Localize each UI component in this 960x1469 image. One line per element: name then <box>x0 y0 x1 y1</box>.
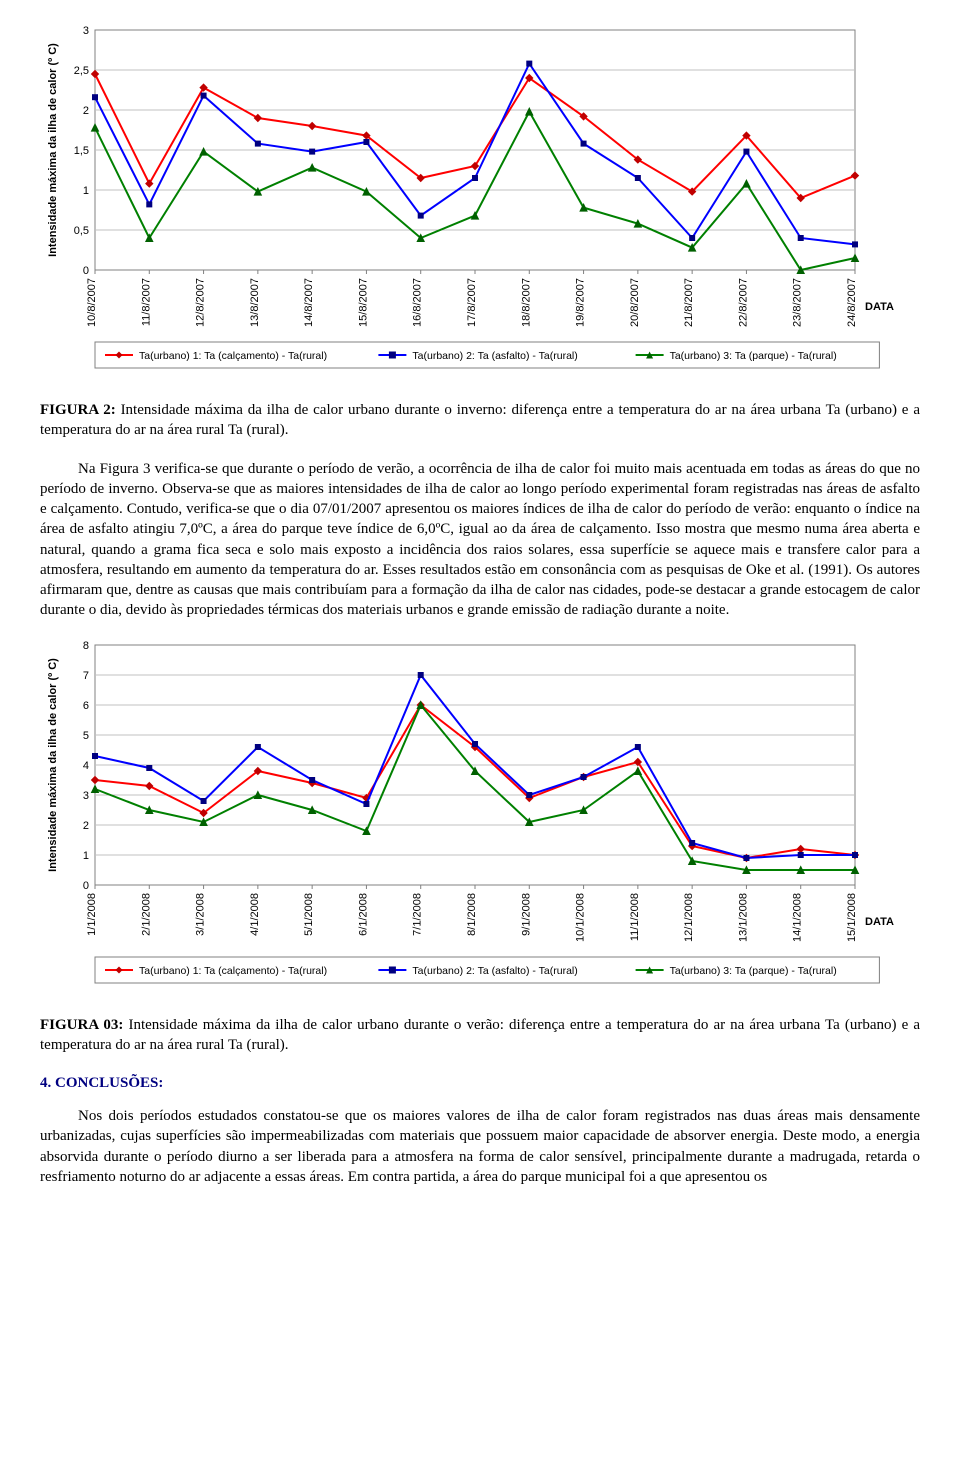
svg-text:11/1/2008: 11/1/2008 <box>629 893 641 941</box>
svg-text:DATA: DATA <box>865 301 894 313</box>
svg-text:Ta(urbano) 1: Ta (calçamento): Ta(urbano) 1: Ta (calçamento) - Ta(rural… <box>139 350 327 362</box>
svg-text:Intensidade máxima da ilha de: Intensidade máxima da ilha de calor (º C… <box>47 43 59 257</box>
svg-text:3/1/2008: 3/1/2008 <box>195 893 207 936</box>
svg-text:7: 7 <box>83 670 89 682</box>
svg-text:16/8/2007: 16/8/2007 <box>412 278 424 327</box>
svg-text:4: 4 <box>83 760 89 772</box>
paragraph-1: Na Figura 3 verifica-se que durante o pe… <box>40 459 920 621</box>
svg-text:3: 3 <box>83 25 89 37</box>
svg-text:8/1/2008: 8/1/2008 <box>466 893 478 936</box>
svg-text:21/8/2007: 21/8/2007 <box>683 278 695 327</box>
svg-text:Ta(urbano) 2: Ta (asfalto) - T: Ta(urbano) 2: Ta (asfalto) - Ta(rural) <box>412 965 577 977</box>
svg-text:6/1/2008: 6/1/2008 <box>357 893 369 936</box>
svg-text:5: 5 <box>83 730 89 742</box>
svg-text:2/1/2008: 2/1/2008 <box>140 893 152 936</box>
svg-text:3: 3 <box>83 790 89 802</box>
svg-text:20/8/2007: 20/8/2007 <box>629 278 641 327</box>
svg-text:17/8/2007: 17/8/2007 <box>466 278 478 327</box>
figure-3-caption: FIGURA 03: Intensidade máxima da ilha de… <box>40 1015 920 1056</box>
svg-text:19/8/2007: 19/8/2007 <box>575 278 587 327</box>
svg-text:0: 0 <box>83 265 89 277</box>
svg-text:2,5: 2,5 <box>74 65 89 77</box>
section-4-title: 4. CONCLUSÕES: <box>40 1075 920 1092</box>
svg-text:10/8/2007: 10/8/2007 <box>86 278 98 327</box>
svg-text:0,5: 0,5 <box>74 225 89 237</box>
svg-text:DATA: DATA <box>865 916 894 928</box>
figure-2-caption-prefix: FIGURA 2: <box>40 402 116 418</box>
figure-3-caption-text: Intensidade máxima da ilha de calor urba… <box>40 1017 920 1053</box>
figure-2-caption: FIGURA 2: Intensidade máxima da ilha de … <box>40 400 920 441</box>
svg-text:5/1/2008: 5/1/2008 <box>303 893 315 936</box>
paragraph-2: Nos dois períodos estudados constatou-se… <box>40 1106 920 1187</box>
svg-text:23/8/2007: 23/8/2007 <box>792 278 804 327</box>
svg-text:7/1/2008: 7/1/2008 <box>412 893 424 936</box>
svg-text:13/1/2008: 13/1/2008 <box>737 893 749 942</box>
svg-text:1: 1 <box>83 185 89 197</box>
svg-text:14/1/2008: 14/1/2008 <box>792 893 804 942</box>
svg-text:24/8/2007: 24/8/2007 <box>846 278 858 327</box>
svg-text:Ta(urbano) 3: Ta (parque) - Ta: Ta(urbano) 3: Ta (parque) - Ta(rural) <box>670 350 837 362</box>
svg-text:2: 2 <box>83 105 89 117</box>
svg-text:11/8/2007: 11/8/2007 <box>140 278 152 326</box>
svg-text:15/8/2007: 15/8/2007 <box>357 278 369 327</box>
svg-text:2: 2 <box>83 820 89 832</box>
svg-text:Intensidade máxima da ilha de: Intensidade máxima da ilha de calor (º C… <box>47 657 59 871</box>
svg-text:9/1/2008: 9/1/2008 <box>520 893 532 936</box>
svg-text:13/8/2007: 13/8/2007 <box>249 278 261 327</box>
svg-text:12/8/2007: 12/8/2007 <box>195 278 207 327</box>
svg-text:Ta(urbano) 3: Ta (parque) - Ta: Ta(urbano) 3: Ta (parque) - Ta(rural) <box>670 965 837 977</box>
svg-text:1,5: 1,5 <box>74 145 89 157</box>
svg-text:8: 8 <box>83 640 89 652</box>
svg-text:14/8/2007: 14/8/2007 <box>303 278 315 327</box>
svg-text:6: 6 <box>83 700 89 712</box>
svg-text:4/1/2008: 4/1/2008 <box>249 893 261 936</box>
svg-text:22/8/2007: 22/8/2007 <box>737 278 749 327</box>
figure-2-caption-text: Intensidade máxima da ilha de calor urba… <box>40 402 920 438</box>
svg-text:0: 0 <box>83 880 89 892</box>
figure-3-caption-prefix: FIGURA 03: <box>40 1017 123 1033</box>
svg-text:1/1/2008: 1/1/2008 <box>86 893 98 936</box>
chart-1-svg: 0 0,5 1 1,5 2 2,5 3 10/8/2007 11/8/2007 12/8/2007… <box>40 20 910 390</box>
svg-text:15/1/2008: 15/1/2008 <box>846 893 858 942</box>
svg-text:Ta(urbano) 2: Ta (asfalto) - T: Ta(urbano) 2: Ta (asfalto) - Ta(rural) <box>412 350 577 362</box>
svg-text:18/8/2007: 18/8/2007 <box>520 278 532 327</box>
svg-text:12/1/2008: 12/1/2008 <box>683 893 695 942</box>
svg-text:10/1/2008: 10/1/2008 <box>575 893 587 942</box>
chart-2-svg: 0 1 2 3 4 5 6 7 8 1/1/2008 2/1/2008 3/1/2008 4/1/200… <box>40 635 910 1005</box>
svg-text:1: 1 <box>83 850 89 862</box>
chart-1-container: 0 0,5 1 1,5 2 2,5 3 10/8/2007 11/8/2007 12/8/2007… <box>40 20 920 390</box>
chart-2-container: 0 1 2 3 4 5 6 7 8 1/1/2008 2/1/2008 3/1/2008 4/1/200… <box>40 635 920 1005</box>
svg-text:Ta(urbano) 1: Ta (calçamento): Ta(urbano) 1: Ta (calçamento) - Ta(rural… <box>139 965 327 977</box>
